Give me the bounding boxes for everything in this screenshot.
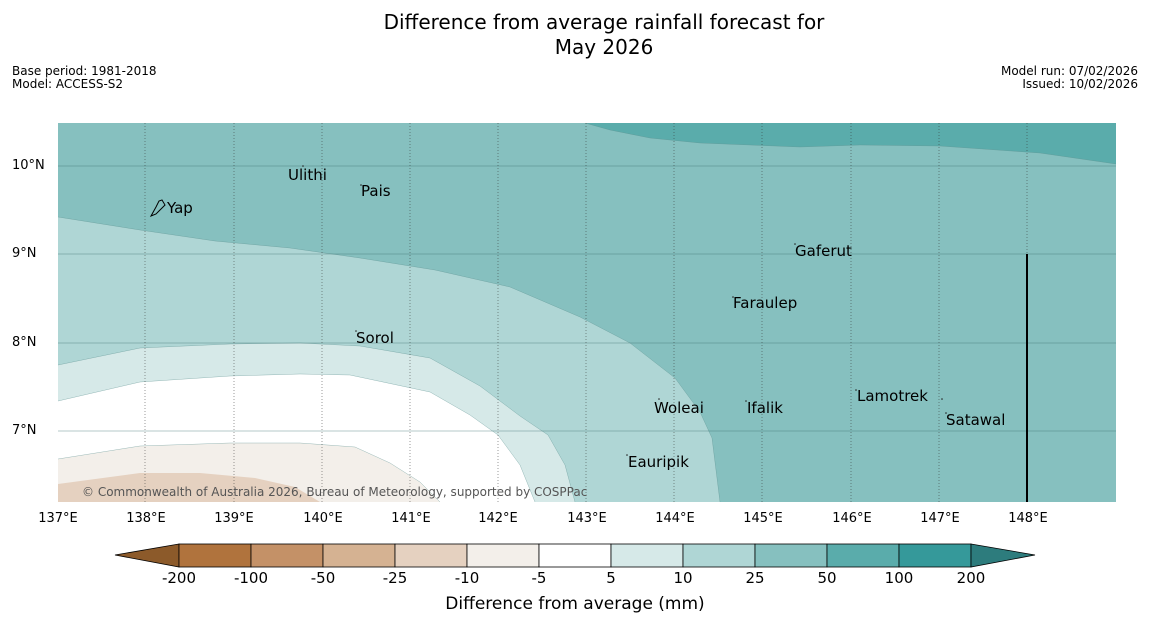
base-period: Base period: 1981-2018 xyxy=(12,64,157,78)
lon-label-144: 144°E xyxy=(655,511,695,526)
colorbar-label: 10 xyxy=(673,569,693,587)
colorbar-bin xyxy=(610,543,684,568)
colorbar-label: -10 xyxy=(454,569,480,587)
colorbar-label: -200 xyxy=(161,569,197,587)
zone-neg10-neg25 xyxy=(58,473,320,502)
lat-label-10: 10°N xyxy=(12,158,45,173)
colorbar xyxy=(114,543,1036,568)
latitude-gridlines xyxy=(58,165,1116,432)
colorbar-extend-low xyxy=(114,543,180,568)
lat-label-8: 8°N xyxy=(12,335,37,350)
colorbar-bin xyxy=(538,543,612,568)
colorbar-bin xyxy=(250,543,324,568)
place-label-gaferut: Gaferut xyxy=(795,242,852,260)
title-line-2: May 2026 xyxy=(554,35,654,59)
place-label-woleai: Woleai xyxy=(654,399,704,417)
colorbar-title: Difference from average (mm) xyxy=(445,594,705,614)
model-name: Model: ACCESS-S2 xyxy=(12,77,124,91)
place-label-faraulep: Faraulep xyxy=(733,294,798,312)
lon-label-139: 139°E xyxy=(214,511,254,526)
colorbar-bin xyxy=(322,543,396,568)
place-label-sorol: Sorol xyxy=(356,329,394,347)
place-label-eauripik: Eauripik xyxy=(628,453,689,471)
place-label-ifalik: Ifalik xyxy=(747,399,783,417)
colorbar-label: -25 xyxy=(382,569,408,587)
copyright-notice: © Commonwealth of Australia 2026, Bureau… xyxy=(82,485,588,499)
colorbar-extend-high xyxy=(970,543,1036,568)
colorbar-bin xyxy=(754,543,828,568)
title-line-1: Difference from average rainfall forecas… xyxy=(383,10,825,34)
meta-right: Model run: 07/02/2026 Issued: 10/02/2026 xyxy=(1001,65,1138,91)
place-label-pais: Pais xyxy=(361,182,391,200)
colorbar-label: 200 xyxy=(956,569,986,587)
colorbar-bin xyxy=(898,543,972,568)
yap-island-outline xyxy=(149,199,166,217)
place-label-yap: Yap xyxy=(167,199,193,217)
lon-label-142: 142°E xyxy=(478,511,518,526)
issued-date: Issued: 10/02/2026 xyxy=(1022,77,1138,91)
colorbar-bin xyxy=(394,543,468,568)
colorbar-label: -5 xyxy=(531,569,547,587)
lon-label-138: 138°E xyxy=(126,511,166,526)
colorbar-label: -50 xyxy=(310,569,336,587)
lat-label-7: 7°N xyxy=(12,423,37,438)
colorbar-bin xyxy=(682,543,756,568)
place-label-lamotrek: Lamotrek xyxy=(857,387,928,405)
lon-label-141: 141°E xyxy=(391,511,431,526)
place-label-ulithi: Ulithi xyxy=(288,166,327,184)
colorbar-bin xyxy=(178,543,252,568)
colorbar-label: -100 xyxy=(233,569,269,587)
contour-lines xyxy=(58,123,1116,502)
lon-label-143: 143°E xyxy=(567,511,607,526)
lon-label-147: 147°E xyxy=(920,511,960,526)
island-dots xyxy=(302,165,947,456)
lon-label-145: 145°E xyxy=(743,511,783,526)
lon-label-148: 148°E xyxy=(1008,511,1048,526)
colorbar-label: 100 xyxy=(884,569,914,587)
place-label-satawal: Satawal xyxy=(946,411,1006,429)
meta-left: Base period: 1981-2018 Model: ACCESS-S2 xyxy=(12,65,157,91)
lat-label-9: 9°N xyxy=(12,246,37,261)
colorbar-label: 50 xyxy=(817,569,837,587)
colorbar-bin xyxy=(826,543,900,568)
lon-label-146: 146°E xyxy=(832,511,872,526)
lon-label-140: 140°E xyxy=(303,511,343,526)
zone-100-200 xyxy=(585,123,1116,164)
model-run: Model run: 07/02/2026 xyxy=(1000,64,1138,78)
lon-label-137: 137°E xyxy=(38,511,78,526)
colorbar-label: 5 xyxy=(606,569,616,587)
colorbar-label: 25 xyxy=(745,569,765,587)
colorbar-bin xyxy=(466,543,540,568)
map-title: Difference from average rainfall forecas… xyxy=(0,10,1150,60)
